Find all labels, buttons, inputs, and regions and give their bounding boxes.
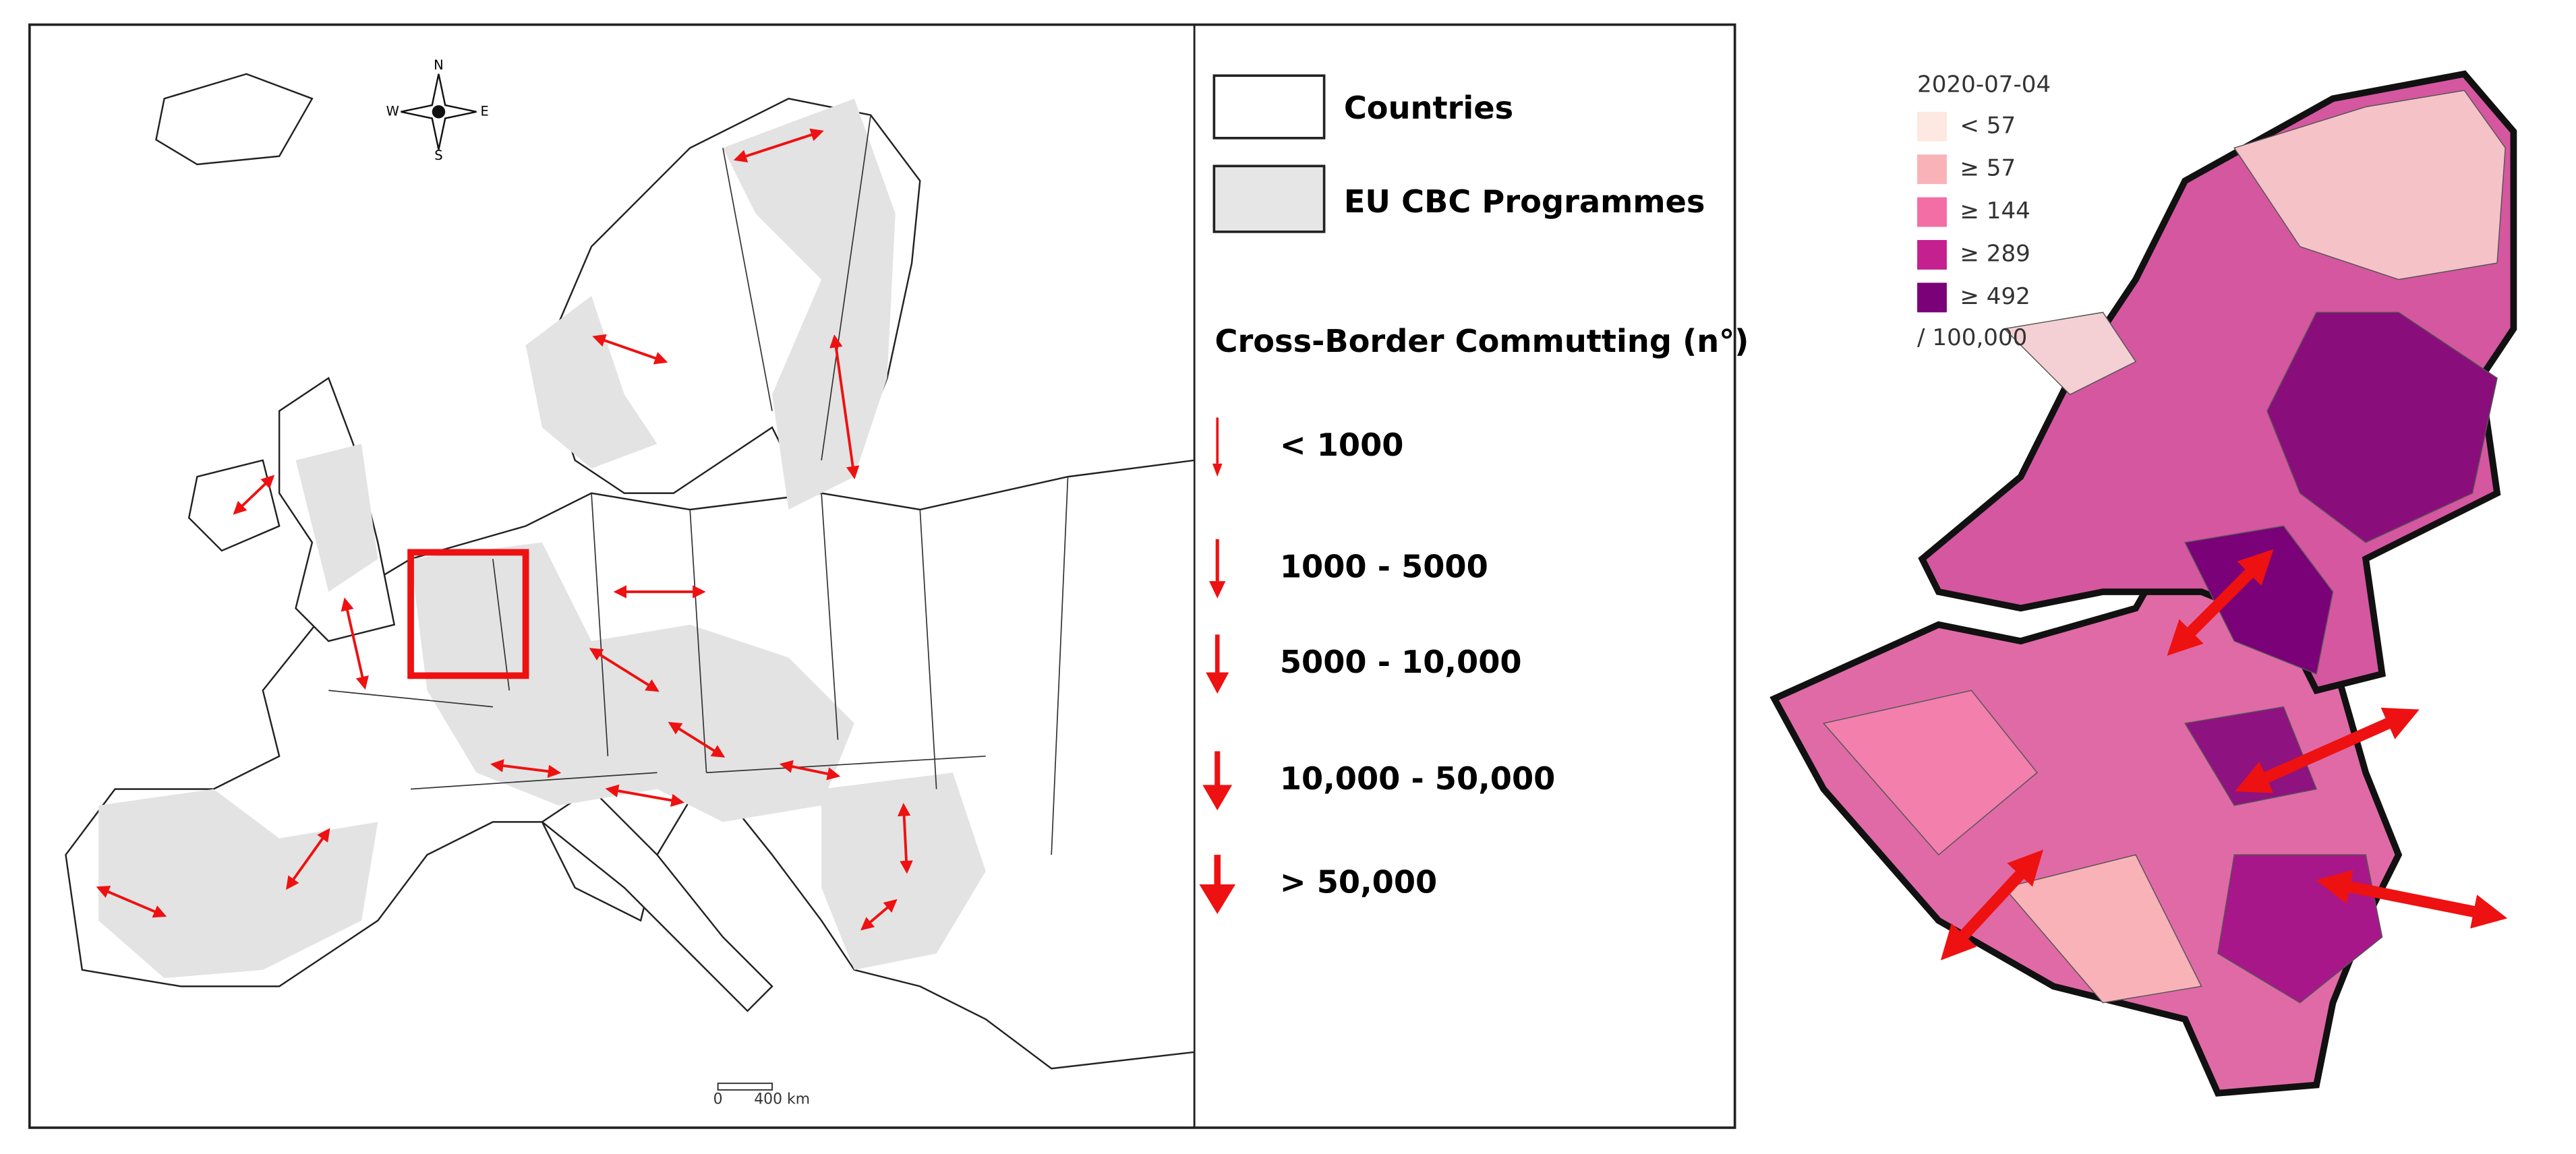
legend-swatch (1917, 197, 1947, 227)
legend-swatch (1212, 74, 1326, 140)
benelux-arrows (1940, 549, 2508, 961)
municipality (2003, 311, 2137, 396)
legend-date: 2020-07-04 (1917, 71, 2051, 98)
left-legend: Countries EU CBC Programmes Cross-Border… (1199, 74, 1749, 914)
right-legend: 2020-07-04 < 57 ≥ 57 ≥ 144 ≥ 289 ≥ 492 / 100… (1917, 71, 2051, 351)
municipality (2003, 854, 2202, 1004)
compass-e: E (481, 103, 489, 119)
legend-class-label: 10,000 - 50,000 (1280, 760, 1556, 797)
arrow (341, 597, 369, 690)
legend-arrow-head (1206, 672, 1229, 694)
arrow (96, 886, 167, 918)
europe-map: N E S W 0 400 km (65, 57, 1196, 1108)
arrow (829, 334, 860, 480)
iceland (155, 73, 314, 166)
arrow (860, 899, 898, 931)
legend-swatch (1212, 164, 1326, 233)
legend-label: Countries (1344, 90, 1513, 126)
arrow (733, 128, 824, 162)
arrow (233, 475, 275, 515)
rate-classes: < 57 ≥ 57 ≥ 144 ≥ 289 ≥ 492 (1917, 111, 2030, 313)
legend-class-label: ≥ 57 (1960, 155, 2016, 182)
legend-label: EU CBC Programmes (1344, 183, 1705, 220)
arrow (592, 334, 668, 365)
legend-arrow-head (1209, 581, 1226, 599)
compass-w: W (386, 103, 399, 119)
compass: N E S W (386, 57, 489, 163)
legend-class-label: 5000 - 10,000 (1280, 644, 1522, 680)
compass-n: N (434, 57, 444, 73)
arrow (2235, 707, 2420, 793)
italy (540, 788, 773, 1012)
legend-arrow-head (1212, 463, 1223, 477)
legend-swatch (1917, 240, 1947, 270)
arrow (490, 759, 562, 778)
legend-class-label: ≥ 492 (1960, 283, 2030, 310)
compass-s: S (434, 148, 442, 163)
cbc-area (525, 295, 657, 469)
arrow (589, 648, 660, 692)
legend-class-label: ≥ 144 (1960, 198, 2030, 224)
legend-arrow-head (1202, 785, 1233, 811)
arrow (605, 784, 684, 807)
commuting-classes: < 1000 1000 - 5000 5000 - 10,000 10,000 - 5… (1199, 417, 1555, 914)
scale-bar: 0 400 km (713, 1083, 810, 1108)
legend-class-label: ≥ 289 (1960, 240, 2030, 267)
arrow (668, 721, 726, 758)
arrow (897, 803, 913, 874)
municipality (2233, 90, 2506, 280)
scale-bar-box (717, 1083, 773, 1091)
scale-end: 400 km (754, 1091, 810, 1108)
legend-class-label: 1000 - 5000 (1280, 548, 1488, 584)
benelux-map (1769, 70, 2517, 1097)
commuting-arrows (96, 128, 913, 931)
commuting-title: Cross-Border Commutting (n°) (1214, 323, 1749, 359)
legend-class-label: < 57 (1960, 112, 2016, 139)
cbc-area (295, 444, 378, 592)
compass-center (432, 105, 446, 119)
legend-arrow-head (1199, 884, 1236, 914)
country-borders (328, 115, 1069, 855)
legend-swatch (1917, 111, 1947, 142)
arrow (286, 828, 330, 890)
arrow (1940, 849, 2043, 961)
arrow (2167, 549, 2274, 656)
arrow (779, 760, 841, 781)
benelux-highlight (407, 549, 529, 679)
legend-class-label: < 1000 (1280, 427, 1404, 463)
arrow (2316, 870, 2508, 929)
municipality (2266, 311, 2498, 543)
legend-unit: / 100,000 (1917, 324, 2027, 351)
legend-swatch (1917, 282, 1947, 313)
municipality (1822, 690, 2038, 856)
legend-swatch (1917, 154, 1947, 185)
scale-start: 0 (713, 1091, 723, 1108)
legend-class-label: > 50,000 (1280, 864, 1437, 901)
